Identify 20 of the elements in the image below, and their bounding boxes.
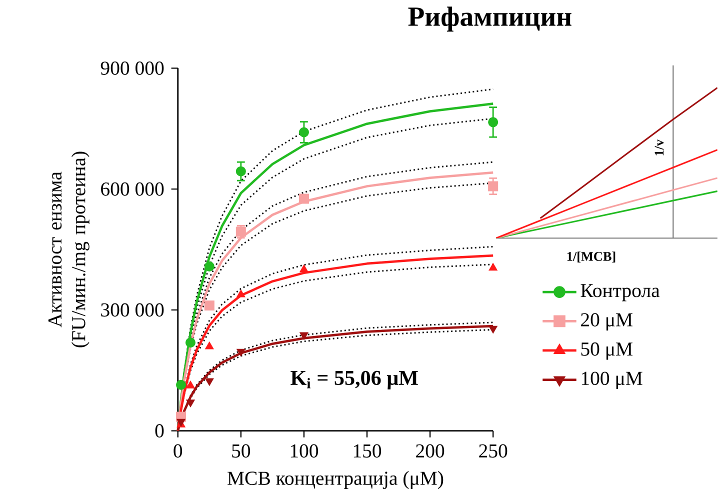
x-axis-title: 1/[MCB] [567,252,616,262]
legend-label: Контрола [580,284,660,302]
x-tick-label: 50 [232,444,250,458]
y-axis-title: 1/v [654,140,664,156]
x-tick-label: 200 [416,444,444,458]
x-tick-label: 100 [290,444,318,458]
x-tick-label: 150 [354,444,382,458]
x-tick-label: 0 [174,444,182,458]
x-tick-label: 250 [479,444,508,458]
legend-label: 20 μM [581,313,632,330]
annotation: K$_{i}$ = 55,06 μM [290,370,418,390]
legend-label: 100 μM [582,372,642,390]
chart-title: Рифампицин [408,6,572,32]
legend-label: 50 μM [581,342,632,360]
x-axis-title: MCB концентрација (μM) [228,471,444,489]
y-tick-label: 0 [155,424,164,438]
y-axis-title: Активност ензима (FU/мин./mg протеина) [48,152,90,348]
y-tick-label: 600 000 [101,182,164,196]
y-tick-label: 300 000 [101,303,164,317]
y-tick-label: 900 000 [100,62,164,75]
